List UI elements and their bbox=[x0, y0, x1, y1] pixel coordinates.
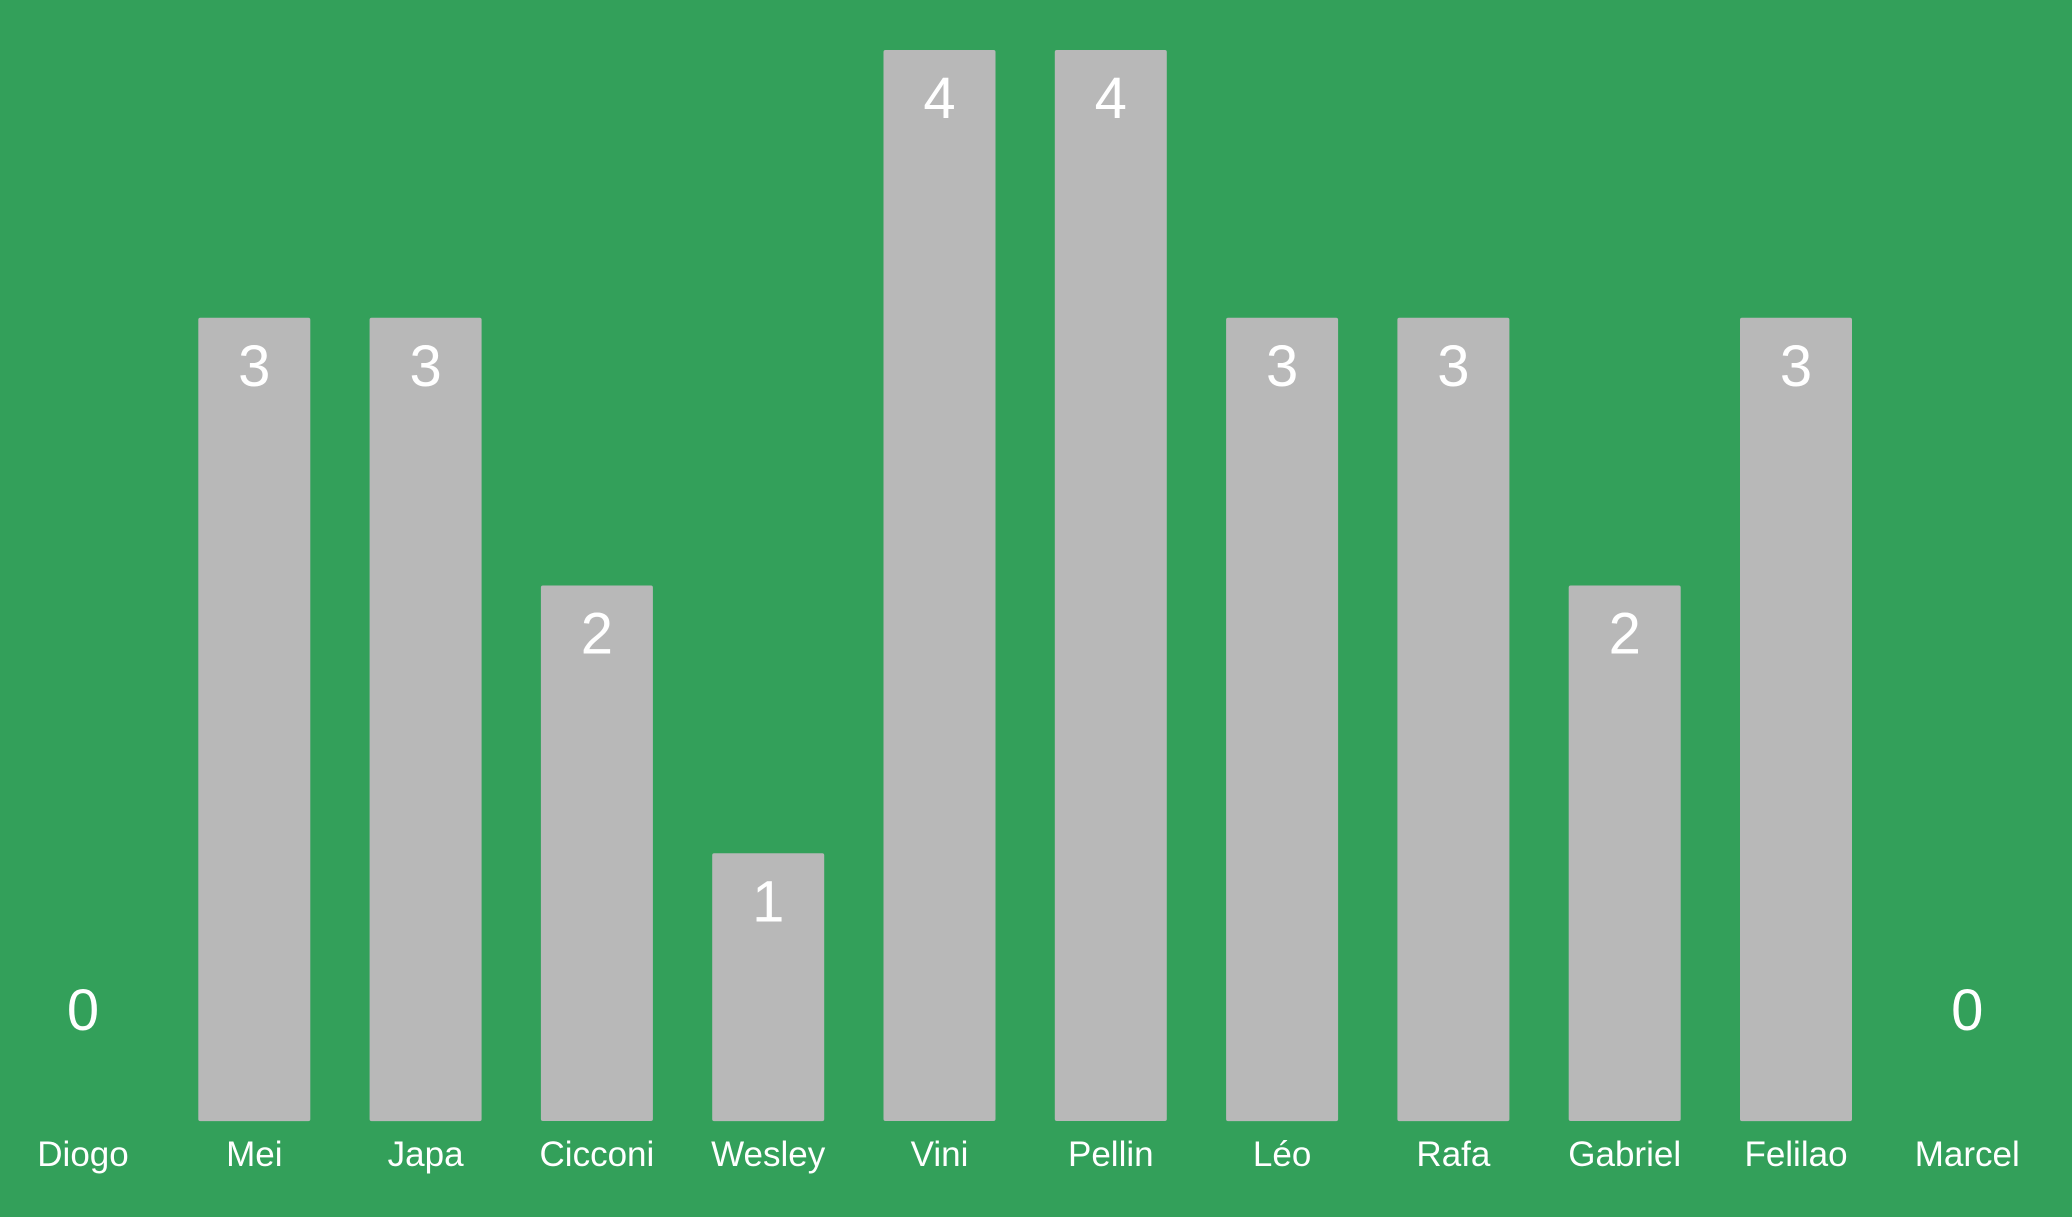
category-label: Diogo bbox=[37, 1135, 128, 1174]
category-label: Cicconi bbox=[540, 1135, 655, 1174]
bar-rafa bbox=[1397, 317, 1510, 1122]
category-label: Gabriel bbox=[1568, 1135, 1681, 1174]
value-label: 0 bbox=[67, 978, 99, 1043]
bar-gabriel bbox=[1568, 585, 1681, 1121]
category-labels-layer: Diogo Mei Japa Cicconi Wesley Vini Pellin Léo Ra… bbox=[37, 1135, 2020, 1174]
bar-vini bbox=[883, 50, 996, 1121]
bars-layer bbox=[198, 50, 1852, 1122]
bar-felilao bbox=[1740, 317, 1852, 1122]
bar-leo bbox=[1226, 317, 1339, 1122]
value-label: 2 bbox=[581, 602, 613, 667]
bar-mei bbox=[198, 317, 311, 1122]
value-label: 3 bbox=[238, 334, 270, 399]
category-label: Japa bbox=[388, 1135, 464, 1174]
value-label: 3 bbox=[1780, 334, 1812, 399]
value-label: 4 bbox=[923, 66, 955, 131]
value-label: 3 bbox=[409, 334, 441, 399]
category-label: Mei bbox=[226, 1135, 282, 1174]
category-label: Felilao bbox=[1744, 1135, 1847, 1174]
bar-japa bbox=[369, 317, 482, 1122]
category-label: Wesley bbox=[711, 1135, 826, 1174]
value-label: 4 bbox=[1095, 66, 1127, 131]
category-label: Rafa bbox=[1416, 1135, 1490, 1174]
value-label: 1 bbox=[752, 869, 784, 934]
category-label: Marcel bbox=[1915, 1135, 2020, 1174]
bar-pellin bbox=[1054, 50, 1167, 1121]
bar-cicconi bbox=[540, 585, 653, 1121]
value-label: 2 bbox=[1609, 602, 1641, 667]
bar-wesley bbox=[712, 853, 825, 1122]
category-label: Vini bbox=[911, 1135, 969, 1174]
value-label: 3 bbox=[1266, 334, 1298, 399]
category-label: Léo bbox=[1253, 1135, 1311, 1174]
value-label: 0 bbox=[1951, 978, 1983, 1043]
category-label: Pellin bbox=[1068, 1135, 1154, 1174]
value-labels-layer: 0 3 3 2 1 4 4 3 3 2 3 0 bbox=[67, 66, 1984, 1043]
value-label: 3 bbox=[1437, 334, 1469, 399]
